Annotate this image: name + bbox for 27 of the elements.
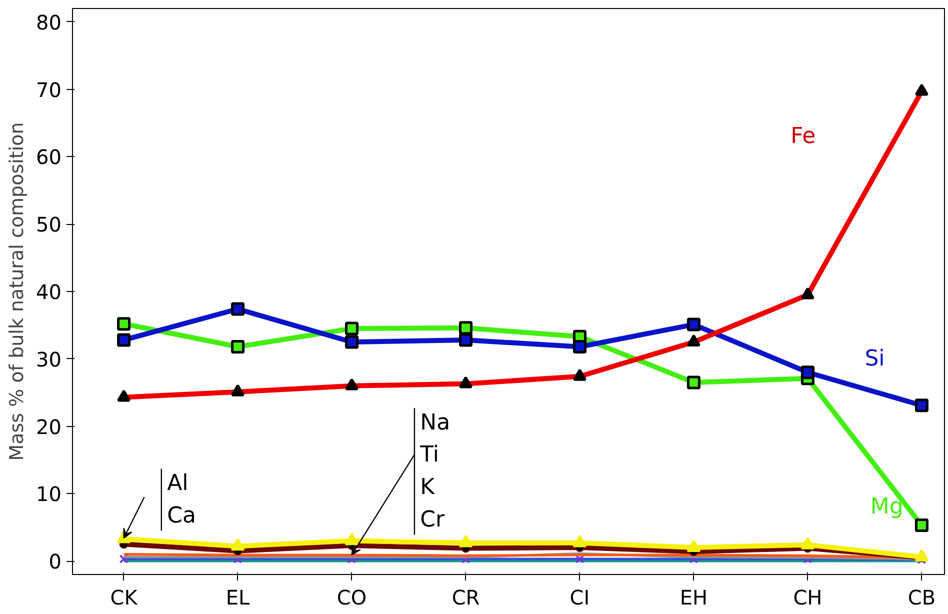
y-tick-label: 30 [36,347,62,372]
y-tick-label: 60 [36,145,62,170]
annotation: Ca [167,503,196,528]
annotation: Al [167,471,188,496]
y-tick-label: 40 [36,280,62,304]
annotation: K [420,475,436,500]
annotation: Ti [419,442,440,468]
x-tick-label: CR [452,586,480,610]
x-tick-label: CI [570,586,590,610]
x-tick-label: CH [793,586,822,610]
y-tick-label: 20 [36,414,62,439]
annotation: Na [420,410,450,436]
y-axis-title: Mass % of bulk natural composition [6,122,28,461]
text: Fe [790,124,816,150]
x-tick-label: EH [680,586,708,610]
x-tick-label: CO [336,586,367,610]
x-tick-label: CB [908,586,936,610]
y-tick-label: 10 [36,482,62,506]
series-label: Si [864,346,885,372]
x-tick-label: EL [226,586,251,610]
series-label: Mg [870,494,904,520]
y-tick-label: 70 [36,78,62,102]
y-tick-label: 0 [48,550,62,574]
y-tick-label: 80 [36,10,62,34]
y-tick-label: 50 [36,212,62,237]
x-tick-label: CK [110,586,138,610]
annotation: Cr [420,507,446,532]
